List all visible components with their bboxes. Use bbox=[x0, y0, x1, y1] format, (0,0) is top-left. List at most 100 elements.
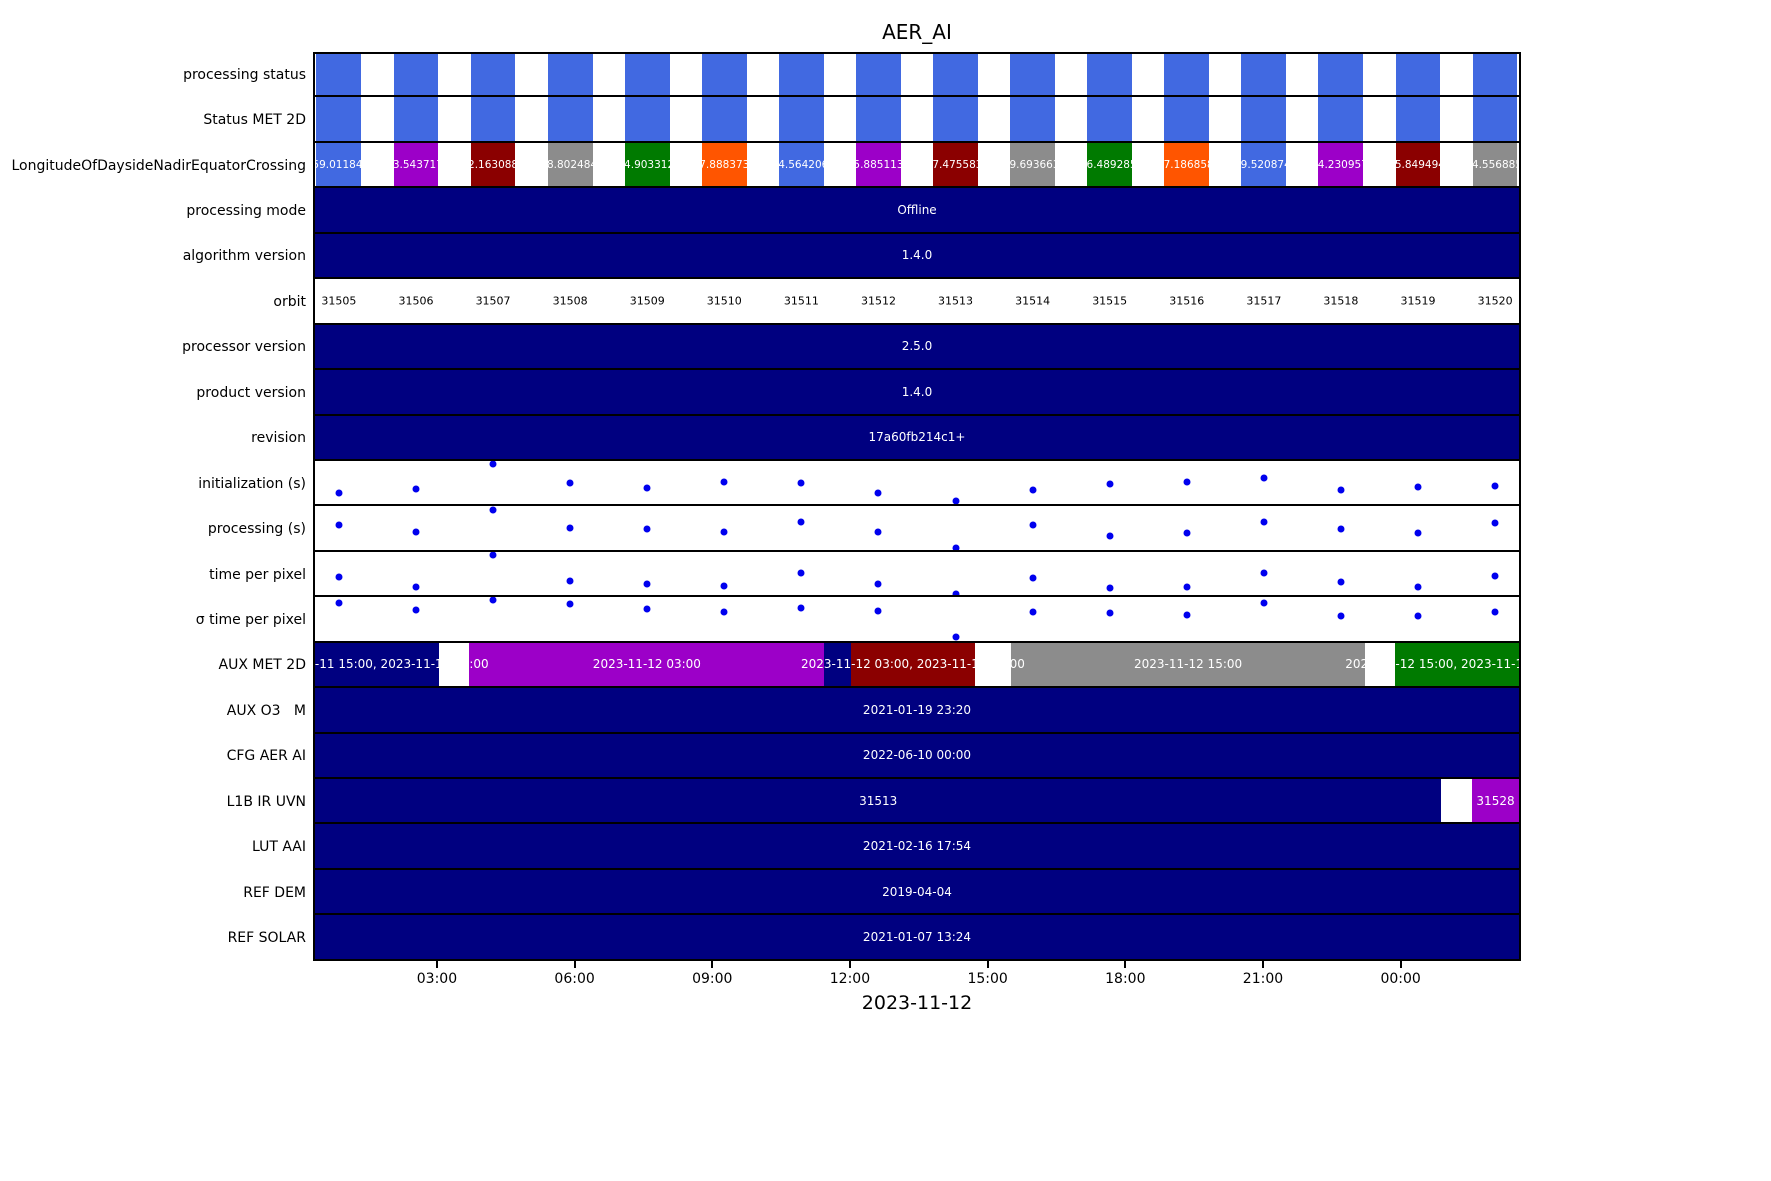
status-block bbox=[933, 142, 978, 187]
row-label: REF SOLAR bbox=[227, 930, 306, 947]
status-block bbox=[1087, 54, 1133, 96]
scatter-dot bbox=[566, 479, 574, 487]
tick-label: 12:00 bbox=[829, 971, 871, 987]
row-band: 1.4.0 bbox=[313, 233, 1521, 280]
scatter-dot bbox=[643, 484, 651, 492]
scatter-dot bbox=[1183, 478, 1191, 486]
orbit-number: 31520 bbox=[1477, 294, 1513, 308]
row-label: initialization (s) bbox=[198, 475, 306, 492]
bar-text: 2.5.0 bbox=[901, 339, 933, 354]
status-block bbox=[316, 142, 362, 187]
row-band bbox=[313, 52, 1521, 98]
value-bar bbox=[315, 688, 1519, 732]
scatter-dot bbox=[797, 604, 805, 612]
scatter-dot bbox=[1337, 578, 1345, 586]
chart-title: AER_AI bbox=[882, 20, 952, 44]
status-block bbox=[1087, 97, 1133, 141]
x-axis-date-label: 2023-11-12 bbox=[861, 992, 973, 1014]
status-block bbox=[1164, 97, 1210, 141]
scatter-dot bbox=[1106, 532, 1114, 540]
timeline-row: algorithm version 1.4.0 bbox=[0, 233, 1521, 280]
row-band: 2019-04-04 bbox=[313, 869, 1521, 916]
orbit-number: 31516 bbox=[1169, 294, 1205, 308]
bar-text: 2021-01-19 23:20 bbox=[862, 702, 972, 717]
scatter-dot bbox=[720, 608, 728, 616]
segment-label: 31513 bbox=[859, 793, 898, 808]
status-block bbox=[933, 97, 978, 141]
value-bar bbox=[315, 915, 1519, 959]
status-block bbox=[1241, 142, 1287, 187]
tick-label: 03:00 bbox=[416, 971, 458, 987]
timeline-row: processor version 2.5.0 bbox=[0, 324, 1521, 371]
status-block bbox=[1241, 97, 1287, 141]
row-label: processor version bbox=[182, 339, 306, 356]
block-label: -74.5568856 bbox=[1461, 158, 1519, 171]
scatter-dot bbox=[1491, 572, 1499, 580]
block-label: 57.8883737 bbox=[692, 158, 757, 171]
scatter-dot bbox=[720, 582, 728, 590]
timeline-row: σ time per pixel bbox=[0, 597, 1521, 643]
row-band: Offline bbox=[313, 188, 1521, 234]
orbit-number: 31510 bbox=[706, 294, 742, 308]
segment bbox=[1472, 779, 1519, 823]
scatter-dot bbox=[1029, 521, 1037, 529]
timeline-row: REF SOLAR 2021-01-07 13:24 bbox=[0, 915, 1521, 961]
orbit-number: 31512 bbox=[860, 294, 896, 308]
status-block bbox=[316, 97, 362, 141]
value-bar bbox=[315, 869, 1519, 914]
scatter-dot bbox=[643, 580, 651, 588]
scatter-dot bbox=[412, 485, 420, 493]
status-block bbox=[547, 54, 593, 96]
status-block bbox=[701, 97, 747, 141]
block-label: -59.6936636 bbox=[998, 158, 1067, 171]
timeline-row: processing mode Offline bbox=[0, 188, 1521, 234]
status-block bbox=[856, 97, 901, 141]
scatter-dot bbox=[720, 528, 728, 536]
row-band bbox=[313, 506, 1521, 552]
status-block bbox=[1087, 142, 1133, 187]
orbit-number: 31513 bbox=[938, 294, 974, 308]
scatter-dot bbox=[1183, 583, 1191, 591]
timeline-row: AUX O3 M 2021-01-19 23:20 bbox=[0, 688, 1521, 734]
status-block bbox=[547, 97, 593, 141]
status-block bbox=[393, 142, 439, 187]
scatter-dot bbox=[1260, 474, 1268, 482]
orbit-number: 31508 bbox=[552, 294, 588, 308]
row-label: REF DEM bbox=[243, 884, 306, 901]
orbit-number: 31507 bbox=[475, 294, 511, 308]
timeline-row: LongitudeOfDaysideNadirEquatorCrossing -1… bbox=[0, 142, 1521, 189]
value-bar bbox=[315, 824, 1519, 868]
status-block bbox=[316, 54, 362, 96]
value-bar bbox=[315, 415, 1519, 459]
status-block bbox=[1164, 142, 1210, 187]
status-block bbox=[1395, 142, 1441, 187]
status-block bbox=[624, 54, 670, 96]
block-label: -78.8024845 bbox=[536, 158, 604, 171]
row-band bbox=[313, 97, 1521, 143]
block-label: -57.1868585 bbox=[1153, 158, 1221, 171]
scatter-dot bbox=[1337, 612, 1345, 620]
orbit-number: 31514 bbox=[1015, 294, 1051, 308]
block-label: -44.2309574 bbox=[1307, 158, 1375, 171]
scatter-dot bbox=[1414, 612, 1422, 620]
row-band: 2021-02-16 17:54 bbox=[313, 824, 1521, 870]
scatter-dot bbox=[489, 506, 497, 514]
status-block bbox=[856, 54, 901, 96]
scatter-dot bbox=[874, 580, 882, 588]
scatter-dot bbox=[1337, 486, 1345, 494]
timeline-row: CFG AER AI 2022-06-10 00:00 bbox=[0, 733, 1521, 779]
row-band: 2.5.0 bbox=[313, 324, 1521, 371]
scatter-dot bbox=[335, 599, 343, 607]
status-block bbox=[624, 142, 670, 187]
row-label: AUX O3 M bbox=[226, 702, 306, 719]
scatter-dot bbox=[489, 460, 497, 468]
row-label: revision bbox=[251, 430, 306, 447]
block-label: -53.5437172 bbox=[382, 158, 450, 171]
scatter-dot bbox=[1183, 529, 1191, 537]
segment bbox=[315, 779, 1442, 823]
x-axis: 03:00 06:00 09:00 12:00 15:00 18:00 21:00 00:00 bbox=[313, 961, 1521, 995]
tick-label: 21:00 bbox=[1242, 971, 1284, 987]
orbit-number: 31509 bbox=[629, 294, 665, 308]
scatter-dot bbox=[1337, 525, 1345, 533]
